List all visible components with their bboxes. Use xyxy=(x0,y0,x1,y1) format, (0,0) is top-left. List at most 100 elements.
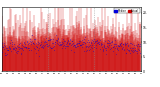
Point xyxy=(57,39,59,40)
Point xyxy=(42,42,45,43)
Point xyxy=(103,46,106,48)
Point xyxy=(18,48,20,49)
Point xyxy=(104,40,106,42)
Point xyxy=(63,44,65,46)
Point xyxy=(91,47,93,48)
Point xyxy=(79,40,82,42)
Point xyxy=(15,48,17,49)
Point xyxy=(69,42,71,44)
Point xyxy=(15,47,18,49)
Point xyxy=(51,48,53,49)
Point xyxy=(79,45,81,46)
Point xyxy=(66,45,69,46)
Point xyxy=(112,46,114,48)
Point xyxy=(44,44,47,45)
Point xyxy=(74,45,76,46)
Point xyxy=(2,43,5,44)
Point xyxy=(49,46,52,48)
Point xyxy=(84,43,86,44)
Point xyxy=(109,44,112,46)
Point xyxy=(71,43,73,45)
Point xyxy=(117,44,120,46)
Point xyxy=(48,40,50,41)
Point xyxy=(72,45,74,47)
Point xyxy=(34,45,37,47)
Point xyxy=(136,50,139,52)
Point xyxy=(10,46,13,47)
Point xyxy=(20,52,22,53)
Point xyxy=(3,49,5,50)
Point xyxy=(87,39,89,41)
Point xyxy=(119,43,122,44)
Point xyxy=(84,36,86,37)
Point xyxy=(3,54,6,56)
Point xyxy=(32,42,35,43)
Point xyxy=(95,47,97,49)
Point xyxy=(125,52,128,53)
Point xyxy=(35,52,37,54)
Point xyxy=(58,41,60,42)
Point xyxy=(43,45,45,47)
Point xyxy=(109,48,112,50)
Point xyxy=(124,53,127,54)
Point xyxy=(114,39,116,41)
Point xyxy=(6,53,8,54)
Point xyxy=(59,41,61,43)
Point xyxy=(34,48,36,50)
Point xyxy=(89,41,92,42)
Point xyxy=(55,34,57,36)
Point xyxy=(94,42,96,43)
Point xyxy=(123,49,125,51)
Point xyxy=(123,48,125,50)
Point xyxy=(61,48,64,49)
Point xyxy=(27,47,30,49)
Point xyxy=(116,48,119,49)
Point xyxy=(109,42,111,43)
Point xyxy=(4,52,6,54)
Point xyxy=(107,42,110,44)
Point xyxy=(12,47,14,48)
Point xyxy=(101,46,103,48)
Point xyxy=(1,45,4,46)
Point xyxy=(25,46,27,48)
Point xyxy=(74,46,77,47)
Point xyxy=(95,42,98,43)
Point xyxy=(73,44,75,46)
Point xyxy=(82,43,84,45)
Point xyxy=(93,38,95,40)
Point xyxy=(40,47,43,48)
Point xyxy=(45,41,48,42)
Point xyxy=(13,47,16,48)
Point xyxy=(69,39,72,40)
Point xyxy=(27,47,30,49)
Point xyxy=(39,44,41,45)
Point xyxy=(100,43,103,44)
Point xyxy=(92,46,95,48)
Point xyxy=(98,43,100,44)
Point xyxy=(20,48,23,49)
Point xyxy=(77,42,79,43)
Point xyxy=(38,47,41,49)
Point xyxy=(126,42,128,44)
Point xyxy=(63,41,66,42)
Point xyxy=(102,49,104,50)
Point xyxy=(47,45,50,46)
Point xyxy=(107,40,109,41)
Point xyxy=(132,45,135,46)
Point xyxy=(56,41,59,42)
Point xyxy=(43,42,46,43)
Point xyxy=(30,42,32,43)
Point xyxy=(68,42,70,43)
Point xyxy=(46,46,48,47)
Point xyxy=(73,44,76,45)
Point xyxy=(68,44,71,45)
Point xyxy=(26,40,28,42)
Point xyxy=(96,40,99,41)
Point xyxy=(49,38,51,39)
Point xyxy=(119,44,122,45)
Point xyxy=(18,46,21,47)
Point xyxy=(112,44,115,45)
Point xyxy=(111,41,113,42)
Point xyxy=(54,41,57,42)
Point xyxy=(111,46,114,47)
